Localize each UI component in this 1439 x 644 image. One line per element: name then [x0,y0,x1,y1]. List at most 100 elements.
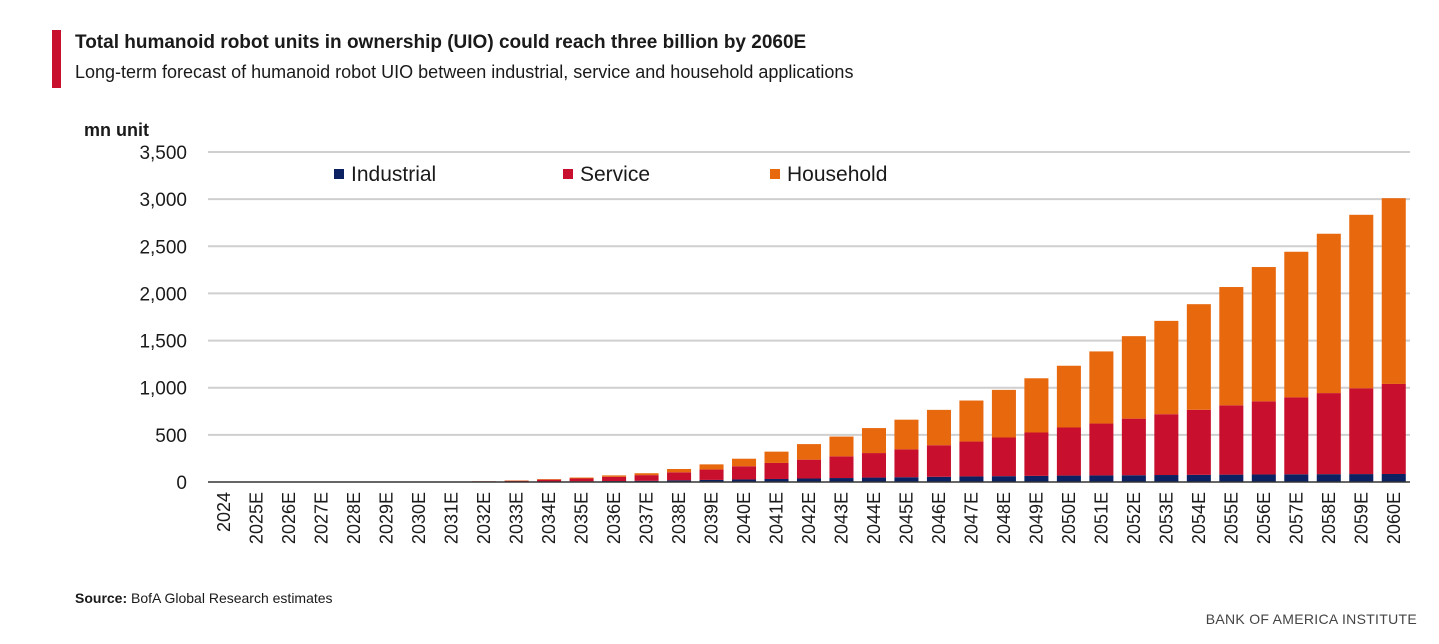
bar-industrial-2059E [1349,474,1374,482]
bar-industrial-2060E [1381,473,1406,482]
bar-household-2048E [991,389,1016,438]
x-tick-label: 2026E [279,492,299,544]
bar-service-2048E [991,437,1016,477]
bar-service-2043E [829,456,854,479]
bar-household-2034E [537,479,562,480]
bar-household-2059E [1349,214,1374,389]
bar-industrial-2052E [1121,475,1146,482]
bar-service-2051E [1089,423,1114,476]
x-tick-label: 2034E [539,492,559,544]
bar-household-2037E [634,473,659,476]
bar-household-2056E [1251,267,1276,402]
bar-service-2054E [1186,409,1211,475]
brand-footer: BANK OF AMERICA INSTITUTE [1205,611,1417,627]
bar-industrial-2056E [1251,474,1276,482]
bar-household-2047E [959,400,984,442]
bar-industrial-2042E [796,478,822,482]
bar-household-2053E [1154,320,1179,415]
legend-label-service: Service [580,163,650,186]
chart-subtitle: Long-term forecast of humanoid robot UIO… [75,62,854,82]
x-tick-label: 2042E [799,492,819,544]
legend-label-industrial: Industrial [351,163,436,186]
x-tick-label: 2038E [669,492,689,544]
bar-service-2058E [1316,393,1341,475]
bar-service-2037E [634,475,659,481]
x-tick-label: 2057E [1286,492,1306,544]
x-tick-label: 2037E [637,492,657,544]
bar-service-2049E [1024,432,1049,476]
bar-industrial-2054E [1186,474,1211,482]
bar-household-2049E [1024,378,1049,433]
x-tick-label: 2033E [507,492,527,544]
y-tick-label: 1,000 [139,379,187,400]
x-tick-label: 2050E [1059,492,1079,544]
x-tick-label: 2047E [961,492,981,544]
y-tick-label: 0 [176,473,187,494]
bar-household-2058E [1316,233,1341,394]
x-tick-label: 2030E [409,492,429,544]
bar-household-2051E [1089,351,1114,424]
bar-industrial-2058E [1316,474,1341,482]
bar-household-2041E [764,451,789,463]
bar-service-2045E [894,449,919,478]
x-tick-label: 2032E [474,492,494,544]
bar-household-2060E [1381,198,1406,384]
x-tick-label: 2024 [214,492,234,532]
x-tick-label: 2044E [864,492,884,544]
bar-service-2044E [861,453,886,478]
bar-service-2053E [1154,414,1179,476]
bar-household-2046E [926,409,951,446]
legend-swatch-service [563,169,573,179]
bar-household-2057E [1284,251,1309,398]
bar-service-2033E [504,480,529,482]
legend-swatch-household [770,169,780,179]
x-tick-label: 2025E [247,492,267,544]
bar-household-2036E [602,475,627,477]
bar-industrial-2057E [1284,474,1309,482]
bar-industrial-2041E [764,478,789,482]
bar-service-2059E [1349,388,1374,475]
x-tick-label: 2048E [994,492,1014,544]
bar-industrial-2055E [1219,474,1244,482]
x-tick-label: 2043E [831,492,851,544]
x-tick-label: 2049E [1026,492,1046,544]
bar-household-2050E [1056,365,1081,428]
x-tick-label: 2053E [1156,492,1176,544]
bar-industrial-2039E [699,479,724,482]
bar-household-2039E [699,464,724,470]
x-tick-label: 2060E [1384,492,1404,544]
bar-industrial-2044E [861,477,886,482]
bar-household-2055E [1219,287,1244,406]
x-tick-label: 2031E [442,492,462,544]
bar-service-2047E [959,441,984,477]
source-label: Source: [75,590,128,606]
bar-household-2044E [861,428,886,454]
bar-service-2056E [1251,401,1276,475]
x-tick-label: 2059E [1351,492,1371,544]
x-tick-label: 2052E [1124,492,1144,544]
x-tick-label: 2045E [896,492,916,544]
x-tick-label: 2040E [734,492,754,544]
x-tick-label: 2046E [929,492,949,544]
y-tick-label: 500 [155,426,187,447]
x-tick-label: 2056E [1254,492,1274,544]
bar-service-2057E [1284,397,1309,475]
bar-industrial-2046E [926,476,951,482]
bar-service-2035E [569,478,594,482]
bar-household-2052E [1121,336,1146,419]
bar-service-2041E [764,462,789,479]
y-tick-label: 2,000 [139,284,187,305]
source-note: Source: BofA Global Research estimates [75,590,333,606]
bar-service-2046E [926,445,951,477]
bar-service-2060E [1381,383,1406,474]
bar-household-2042E [796,444,822,460]
x-tick-label: 2029E [377,492,397,544]
stacked-bar-chart: mn unit 0 500 1,000 1,500 2,000 2,500 3,000 3,50… [84,120,1410,544]
bar-household-2035E [569,477,594,479]
bar-service-2040E [732,466,757,480]
bar-industrial-2053E [1154,475,1179,482]
x-tick-label: 2051E [1091,492,1111,544]
bar-service-2050E [1056,427,1081,476]
legend-label-household: Household [787,163,887,186]
x-tick-label: 2054E [1189,492,1209,544]
